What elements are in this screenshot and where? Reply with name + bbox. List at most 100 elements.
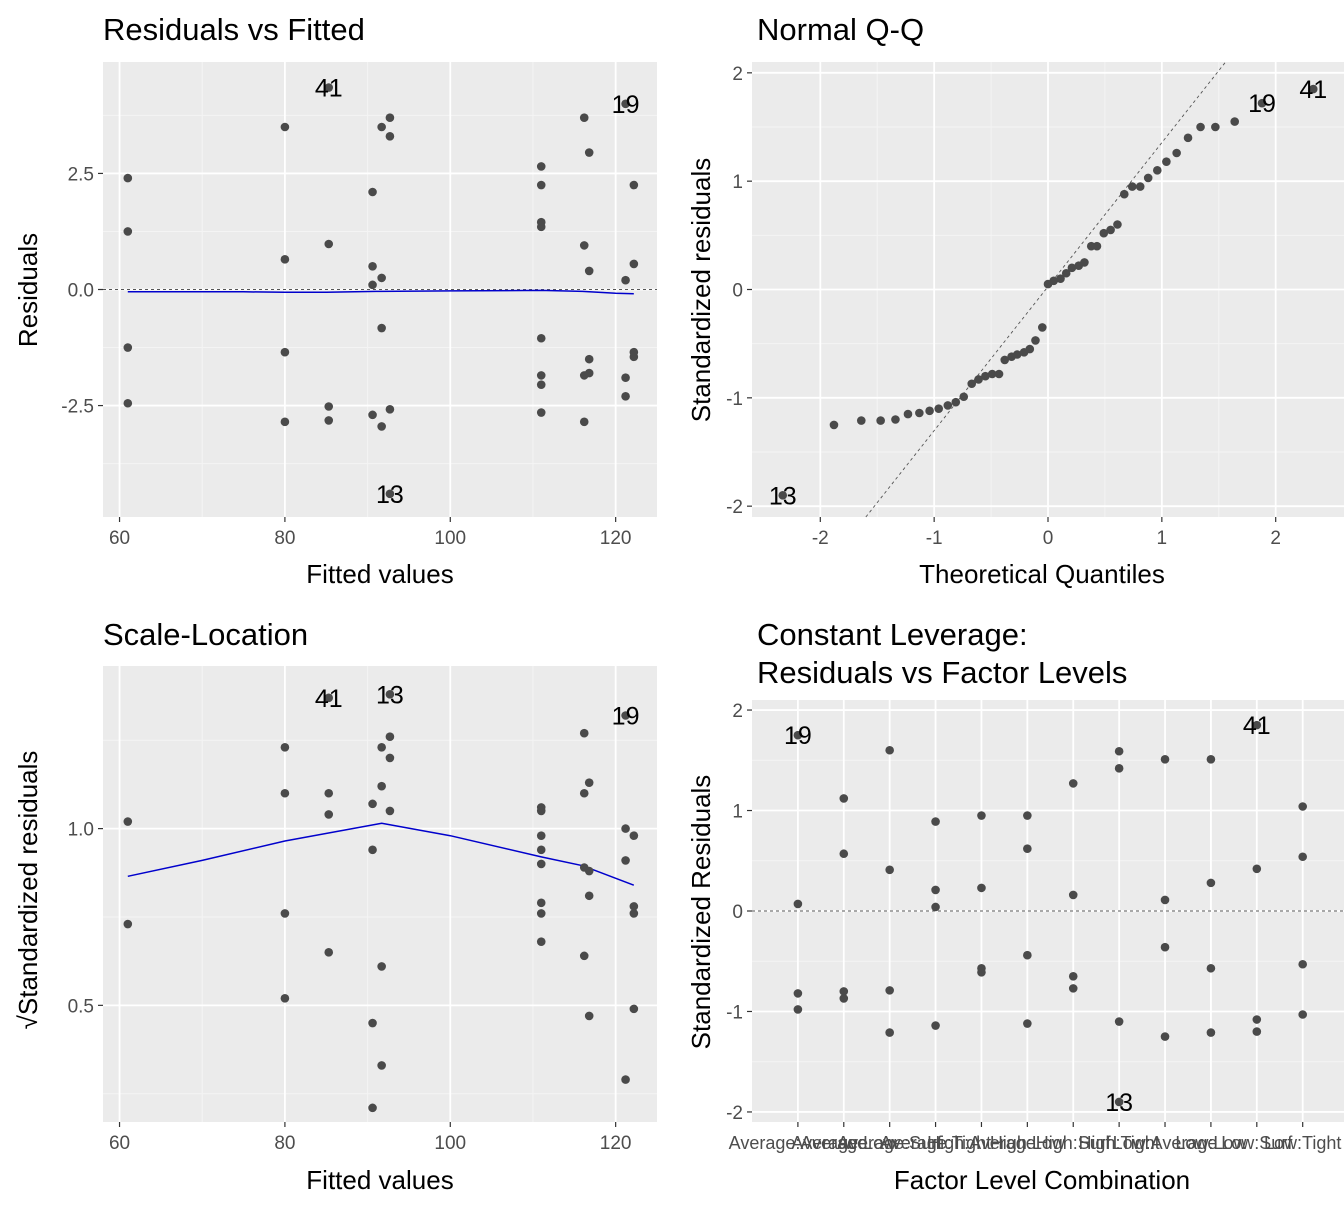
p3-data-point	[385, 689, 395, 699]
p3-data-point	[629, 909, 639, 918]
p2-title: Normal Q-Q	[757, 12, 924, 47]
p3-data-point	[377, 1061, 386, 1070]
p3-data-point	[621, 856, 630, 865]
p2-data-point	[1061, 268, 1071, 278]
p1-data-point	[584, 354, 594, 364]
p3-x-axis-label: Fitted values	[306, 1165, 453, 1195]
p1-data-point	[123, 398, 133, 408]
p3-x-tick-label: 80	[274, 1133, 295, 1154]
p4-y-tick-label: -2	[726, 1103, 743, 1124]
p4-data-point	[1206, 963, 1216, 973]
p2-data-point	[974, 375, 983, 384]
p1-data-point	[324, 416, 334, 425]
p4-y-tick-label: 0	[732, 902, 743, 923]
p3-data-point	[629, 1004, 639, 1014]
p2-point-label: 13	[769, 482, 797, 510]
p1-data-point	[621, 99, 630, 109]
p4-data-point	[839, 987, 849, 996]
p4-data-point	[931, 1021, 940, 1030]
p2-data-point	[1106, 225, 1115, 235]
p4-x-tick-label: High:Surf	[1036, 1133, 1112, 1153]
p4-data-point	[1114, 764, 1124, 773]
p1-data-point	[621, 373, 630, 383]
p4-point-label: 13	[1105, 1089, 1133, 1117]
p4-title: Constant Leverage:	[757, 617, 1028, 652]
p1-data-point	[368, 410, 377, 420]
p3-data-point	[324, 948, 334, 957]
p2-data-point	[981, 371, 990, 381]
p4-data-point	[885, 745, 894, 755]
p1-data-point	[536, 371, 546, 380]
p1-data-point	[629, 259, 639, 269]
p3-data-point	[385, 732, 395, 741]
p3-data-point	[324, 693, 334, 703]
p4-x-tick-label: High:Tight	[1078, 1133, 1159, 1153]
p3-x-tick-label: 120	[600, 1133, 632, 1154]
p1-data-point	[536, 333, 546, 343]
p4-data-point	[931, 902, 940, 912]
p1-x-axis-label: Fitted values	[306, 559, 453, 589]
p4-data-point	[1114, 1097, 1124, 1107]
p2-y-axis-label: Standardized residuals	[686, 158, 716, 423]
p2-x-tick-label: 1	[1157, 528, 1168, 549]
p1-data-point	[385, 131, 395, 141]
p2-qq-reference-line	[865, 61, 1226, 518]
p4-data-point	[931, 817, 940, 826]
p2-data-point	[903, 409, 913, 419]
p2-data-point	[925, 406, 934, 416]
p1-data-point	[123, 173, 133, 183]
p4-data-point	[1160, 942, 1170, 952]
p4-data-point	[1023, 950, 1032, 960]
p1-data-point	[385, 404, 395, 414]
p1-data-point	[377, 273, 386, 283]
p4-data-point	[1160, 895, 1170, 905]
p4-data-point	[1206, 878, 1216, 888]
p1-y-tick-label: 2.5	[68, 164, 94, 185]
p4-data-point	[1023, 844, 1032, 854]
p1-data-point	[536, 180, 546, 190]
p3-data-point	[368, 799, 377, 809]
p2-y-tick-label: -1	[726, 389, 743, 410]
p1-data-point	[324, 402, 334, 411]
p4-data-point	[1068, 890, 1078, 900]
p4-point-label: 41	[1243, 712, 1271, 740]
p4-data-point	[1206, 1028, 1216, 1037]
p3-data-point	[280, 993, 290, 1003]
p1-data-point	[536, 222, 546, 232]
p1-point-label: 19	[612, 91, 640, 119]
p2-data-point	[951, 397, 961, 407]
p2-data-point	[1092, 241, 1102, 251]
p3-data-point	[579, 788, 589, 798]
p3-data-point	[123, 817, 133, 826]
p1-y-tick-label: -2.5	[61, 397, 94, 418]
p2-data-point	[994, 369, 1004, 379]
p2-x-tick-label: 2	[1270, 528, 1281, 549]
p2-data-point	[891, 415, 900, 424]
p4-data-point	[1114, 1017, 1124, 1026]
p4-data-point	[793, 989, 803, 998]
p3-y-tick-label: 1.0	[68, 820, 94, 841]
p2-data-point	[1211, 122, 1220, 132]
p4-data-point	[885, 865, 894, 875]
p4-panel: Average:AverageAverage:LowAverage:SurfAv…	[686, 617, 1344, 1195]
p3-data-point	[629, 831, 639, 840]
p2-data-point	[1049, 276, 1058, 286]
p3-data-point	[368, 1103, 377, 1113]
p3-plot-background	[103, 666, 657, 1122]
p4-data-point	[1160, 754, 1170, 764]
p2-data-point	[959, 392, 969, 402]
p4-data-point	[839, 994, 849, 1003]
p1-data-point	[377, 122, 386, 132]
p3-y-axis-label: √Standardized residuals	[13, 751, 43, 1030]
p1-data-point	[536, 162, 546, 171]
p4-data-point	[977, 967, 986, 977]
p4-x-tick-label: Low:Low	[1175, 1133, 1247, 1153]
p3-data-point	[584, 891, 594, 901]
p1-point-label: 41	[315, 75, 343, 103]
p3-data-point	[324, 788, 334, 798]
p2-data-point	[943, 401, 953, 410]
p3-data-point	[536, 806, 546, 816]
p4-data-point	[793, 1005, 803, 1014]
p2-data-point	[1162, 157, 1171, 166]
p3-data-point	[536, 937, 546, 947]
